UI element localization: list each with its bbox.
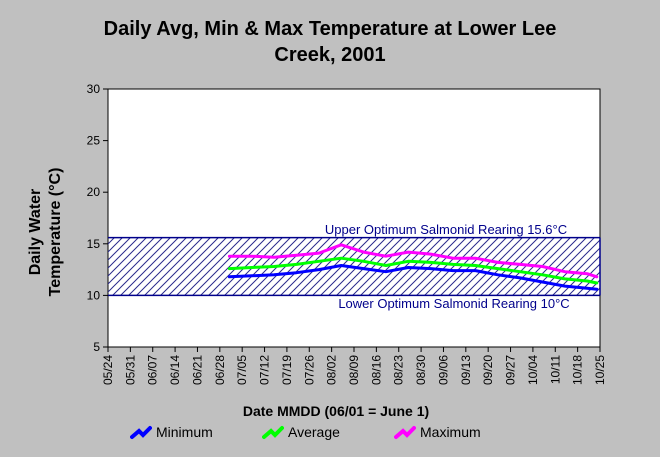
x-tick-label: 08/16	[369, 355, 383, 385]
chart-title-line2: Creek, 2001	[274, 44, 386, 66]
lower-band-label: Lower Optimum Salmonid Rearing 10°C	[338, 296, 569, 311]
x-tick-label: 09/27	[504, 355, 518, 385]
y-tick-label: 10	[87, 288, 101, 302]
x-tick-label: 09/13	[459, 355, 473, 385]
series-line-minimum	[227, 264, 599, 291]
x-tick-label: 10/11	[548, 355, 562, 384]
series-line-average	[227, 256, 599, 285]
x-tick-label: 09/20	[481, 355, 495, 385]
x-tick-label: 06/21	[190, 355, 204, 385]
x-tick-label: 06/14	[168, 355, 182, 385]
x-tick-label: 07/19	[280, 355, 294, 385]
x-tick-label: 07/26	[302, 355, 316, 385]
x-tick-label: 08/09	[347, 355, 361, 385]
y-tick-label: 5	[93, 340, 100, 354]
x-tick-label: 06/07	[146, 355, 160, 385]
x-tick-label: 06/28	[213, 355, 227, 385]
x-tick-label: 07/05	[235, 355, 249, 385]
legend-label-maximum: Maximum	[420, 424, 481, 440]
x-tick-label: 08/23	[392, 355, 406, 385]
legend-label-minimum: Minimum	[156, 424, 213, 440]
x-tick-label: 10/25	[593, 355, 607, 385]
x-tick-label: 08/02	[325, 355, 339, 385]
series-line-maximum	[227, 243, 599, 279]
x-tick-label: 05/31	[123, 355, 137, 385]
y-axis-label-line2: Temperature (°C)	[47, 168, 64, 297]
x-tick-label: 10/04	[526, 355, 540, 385]
x-tick-label: 05/24	[101, 355, 115, 385]
y-tick-label: 25	[87, 134, 101, 148]
x-tick-label: 10/18	[571, 355, 585, 385]
legend-swatch-minimum	[130, 426, 152, 439]
legend-label-average: Average	[288, 424, 340, 440]
plot-area	[107, 88, 601, 348]
upper-band-label: Upper Optimum Salmonid Rearing 15.6°C	[325, 222, 567, 237]
chart-title-line1: Daily Avg, Min & Max Temperature at Lowe…	[103, 18, 557, 40]
y-tick-label: 30	[87, 82, 101, 96]
legend-swatch-average	[262, 426, 284, 439]
y-axis-label-line1: Daily Water	[27, 189, 44, 276]
legend-swatch-maximum	[394, 426, 416, 439]
y-tick-label: 15	[87, 237, 101, 251]
x-tick-label: 08/30	[414, 355, 428, 385]
x-axis-label: Date MMDD (06/01 = June 1)	[243, 403, 429, 419]
x-tick-label: 09/06	[436, 355, 450, 385]
y-tick-label: 20	[87, 185, 101, 199]
x-tick-label: 07/12	[258, 355, 272, 385]
